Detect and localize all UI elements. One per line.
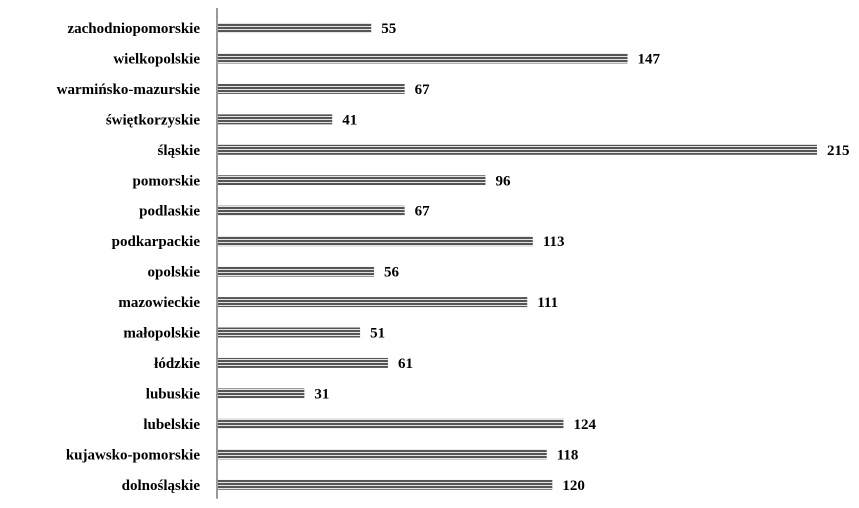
category-label: podkarpackie	[112, 234, 201, 250]
value-label: 51	[370, 326, 385, 342]
bar-10	[218, 297, 528, 308]
bar-2	[218, 53, 628, 64]
bar-16	[218, 479, 553, 490]
value-label: 118	[557, 447, 579, 463]
bar-7	[218, 205, 405, 216]
category-label: lubuskie	[146, 386, 201, 402]
value-labels-group: 55 147 67 41 215 96 67 113 56 111 51 61 31 124 118 120	[314, 21, 849, 494]
value-label: 55	[381, 21, 396, 37]
bar-5	[218, 144, 817, 155]
category-labels-group: zachodniopomorskie wielkopolskie warmińsko…	[57, 21, 201, 494]
value-label: 215	[827, 143, 850, 159]
category-label: dolnośląskie	[122, 478, 201, 494]
value-label: 147	[638, 51, 661, 67]
bar-6	[218, 175, 486, 186]
value-label: 31	[314, 386, 329, 402]
category-label: łódzkie	[154, 356, 200, 372]
category-label: świętkorzyskie	[106, 112, 200, 128]
category-label: opolskie	[147, 265, 200, 281]
bar-12	[218, 357, 388, 368]
category-label: pomorskie	[133, 173, 201, 189]
bar-3	[218, 83, 405, 94]
category-label: śląskie	[157, 143, 200, 159]
value-label: 120	[562, 478, 585, 494]
category-label: mazowieckie	[118, 295, 200, 311]
value-label: 56	[384, 265, 400, 281]
value-label: 67	[415, 204, 431, 220]
category-label: lubelskie	[143, 417, 200, 433]
value-label: 41	[342, 112, 357, 128]
category-label: warmińsko-mazurskie	[57, 82, 201, 98]
category-label: kujawsko-pomorskie	[66, 447, 201, 463]
category-label: podlaskie	[139, 204, 200, 220]
value-label: 124	[573, 417, 596, 433]
bar-9	[218, 266, 375, 277]
value-label: 113	[543, 234, 565, 250]
bars-group	[218, 23, 817, 490]
bar-13	[218, 388, 305, 399]
value-label: 67	[415, 82, 431, 98]
value-label: 96	[495, 173, 511, 189]
bar-15	[218, 449, 547, 460]
category-label: małopolskie	[123, 326, 200, 342]
category-label: zachodniopomorskie	[67, 21, 200, 37]
value-label: 111	[537, 295, 558, 311]
bar-4	[218, 114, 333, 125]
category-label: wielkopolskie	[113, 51, 200, 67]
bar-8	[218, 236, 533, 247]
bar-11	[218, 327, 361, 338]
bar-14	[218, 418, 564, 429]
value-label: 61	[398, 356, 413, 372]
bar-1	[218, 23, 372, 33]
